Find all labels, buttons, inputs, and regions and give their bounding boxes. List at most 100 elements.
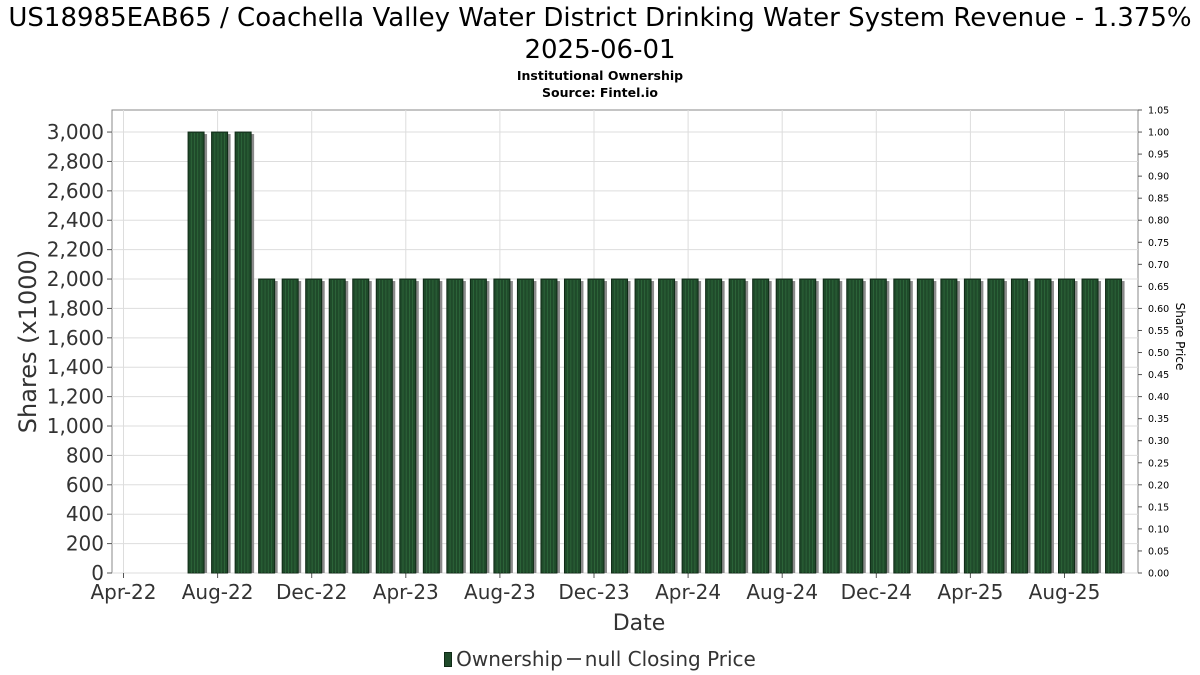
ownership-bar <box>234 131 252 574</box>
x-tick-label: Apr-22 <box>91 580 157 604</box>
ownership-bar <box>258 278 276 574</box>
ownership-bar <box>634 278 652 574</box>
y2-tick-label: 0.85 <box>1148 194 1169 205</box>
y2-tick-label: 0.70 <box>1148 260 1169 271</box>
x-tick-label: Apr-25 <box>937 580 1003 604</box>
ownership-bar <box>1105 278 1123 574</box>
y2-tick-label: 0.50 <box>1148 348 1169 359</box>
ownership-bar <box>893 278 911 574</box>
y2-tick-label: 0.45 <box>1148 370 1169 381</box>
y2-tick-label: 0.75 <box>1148 238 1169 249</box>
ownership-bar <box>940 278 958 574</box>
ownership-bar <box>869 278 887 574</box>
y2-tick-label: 1.05 <box>1148 106 1169 117</box>
ownership-bar <box>375 278 393 574</box>
x-tick-label: Dec-22 <box>276 580 347 604</box>
ownership-bar <box>399 278 417 574</box>
y2-tick-label: 0.80 <box>1148 216 1169 227</box>
ownership-bar <box>987 278 1005 574</box>
ownership-bar <box>540 278 558 574</box>
y-tick-label: 1,000 <box>47 414 104 438</box>
ownership-bar <box>587 278 605 574</box>
y2-tick-label: 0.90 <box>1148 172 1169 183</box>
y2-tick-label: 0.20 <box>1148 480 1169 491</box>
x-tick-label: Aug-23 <box>464 580 536 604</box>
ownership-bar <box>352 278 370 574</box>
y-tick-label: 1,600 <box>47 326 104 350</box>
legend-price-label: null Closing Price <box>584 647 756 671</box>
ownership-bar <box>563 278 581 574</box>
x-tick-label: Dec-24 <box>841 580 912 604</box>
ownership-bar <box>822 278 840 574</box>
ownership-bar <box>446 278 464 574</box>
x-tick-label: Aug-24 <box>746 580 818 604</box>
y-tick-label: 2,800 <box>47 149 104 173</box>
ownership-bar <box>1081 278 1099 574</box>
ownership-bar <box>281 278 299 574</box>
y-tick-label: 2,600 <box>47 179 104 203</box>
y2-tick-label: 0.35 <box>1148 414 1169 425</box>
chart-source: Source: Fintel.io <box>542 85 658 100</box>
chart-subtitle: Institutional Ownership <box>516 68 684 83</box>
ownership-bar <box>658 278 676 574</box>
y2-tick-label: 0.10 <box>1148 524 1169 535</box>
y2-tick-label: 0.40 <box>1148 392 1169 403</box>
y-tick-label: 2,000 <box>47 267 104 291</box>
x-tick-label: Dec-23 <box>558 580 629 604</box>
y-tick-label: 2,400 <box>47 208 104 232</box>
y-tick-label: 2,200 <box>47 238 104 262</box>
y-tick-label: 600 <box>66 473 104 497</box>
ownership-bar <box>328 278 346 574</box>
y2-tick-label: 1.00 <box>1148 128 1169 139</box>
y2-tick-label: 0.30 <box>1148 436 1169 447</box>
y-tick-label: 1,200 <box>47 385 104 409</box>
y2-tick-label: 0.55 <box>1148 326 1169 337</box>
x-tick-label: Aug-22 <box>182 580 254 604</box>
y2-tick-label: 0.65 <box>1148 282 1169 293</box>
y-tick-label: 3,000 <box>47 120 104 144</box>
y-tick-label: 1,400 <box>47 355 104 379</box>
chart-title: US18985EAB65 / Coachella Valley Water Di… <box>8 3 1192 65</box>
ownership-bar <box>469 278 487 574</box>
ownership-bar <box>1034 278 1052 574</box>
y2-tick-label: 0.05 <box>1148 546 1169 557</box>
y2-tick-label: 0.25 <box>1148 458 1169 469</box>
y-tick-label: 0 <box>91 561 104 585</box>
ownership-bar <box>681 278 699 574</box>
y2-tick-label: 0.60 <box>1148 304 1169 315</box>
ownership-bar <box>916 278 934 574</box>
x-axis-title: Date <box>613 611 666 636</box>
y2-tick-label: 0.95 <box>1148 150 1169 161</box>
y-tick-label: 400 <box>66 502 104 526</box>
ownership-bar <box>611 278 629 574</box>
ownership-bar <box>305 278 323 574</box>
legend-price-swatch <box>566 658 581 660</box>
ownership-bar <box>775 278 793 574</box>
ownership-bar <box>1058 278 1075 574</box>
ownership-bar <box>493 278 511 574</box>
ownership-bar <box>799 278 817 574</box>
legend: Ownership null Closing Price <box>0 648 1200 670</box>
y2-axis-title: Share Price <box>1173 303 1187 371</box>
ownership-bar <box>728 278 746 574</box>
ownership-bar <box>963 278 981 574</box>
y-tick-label: 1,800 <box>47 296 104 320</box>
y-axis-title: Shares (x1000) <box>14 250 42 433</box>
ownership-bar <box>846 278 864 574</box>
ownership-bar <box>705 278 723 574</box>
x-tick-label: Apr-23 <box>373 580 439 604</box>
ownership-bar <box>211 131 229 574</box>
ownership-bar <box>516 278 534 574</box>
ownership-bar <box>1010 278 1028 574</box>
y2-tick-label: 0.15 <box>1148 502 1169 513</box>
ownership-bar <box>187 131 205 574</box>
y2-tick-label: 0.00 <box>1148 569 1169 580</box>
x-tick-label: Aug-25 <box>1029 580 1101 604</box>
legend-ownership-label: Ownership <box>456 647 563 671</box>
ownership-bar <box>422 278 440 574</box>
y-tick-label: 800 <box>66 443 104 467</box>
ownership-bar <box>752 278 770 574</box>
x-tick-label: Apr-24 <box>655 580 721 604</box>
y-tick-label: 200 <box>66 532 104 556</box>
